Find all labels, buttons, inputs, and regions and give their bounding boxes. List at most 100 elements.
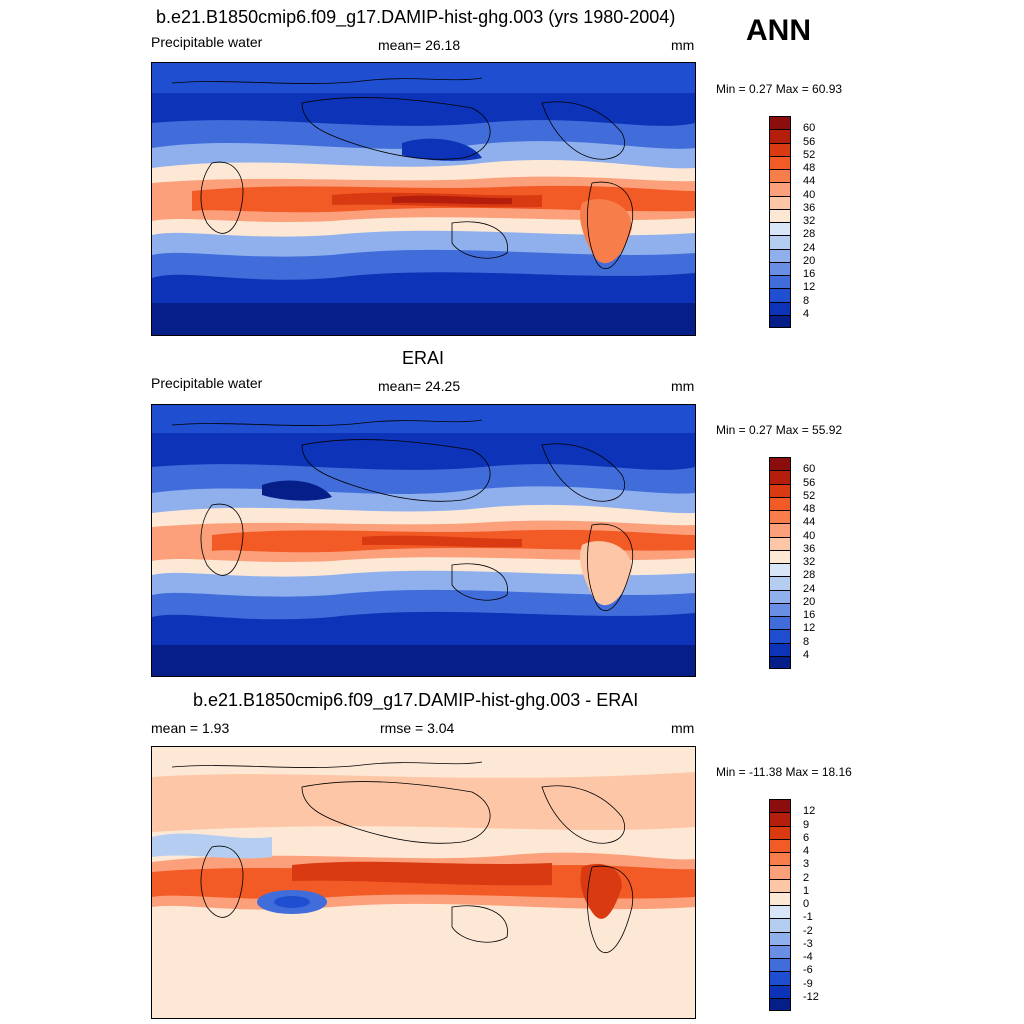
colorbar-swatch (769, 918, 791, 932)
colorbar-tick-label: -2 (803, 924, 813, 937)
colorbar-swatch (769, 971, 791, 985)
colorbar-tick-label: 12 (803, 281, 816, 294)
colorbar-tick-label: 56 (803, 135, 816, 148)
panel3-map (151, 746, 696, 1019)
colorbar-swatch (769, 958, 791, 972)
colorbar-tick-label: 1 (803, 884, 810, 897)
colorbar-swatch (769, 799, 791, 813)
colorbar-swatch (769, 510, 791, 524)
panel3-title: b.e21.B1850cmip6.f09_g17.DAMIP-hist-ghg.… (193, 690, 639, 710)
colorbar-swatch (769, 116, 791, 130)
panel1-variable-label: Precipitable water (151, 34, 263, 50)
colorbar-swatch (769, 865, 791, 879)
colorbar-swatch (769, 878, 791, 892)
panel1-colorbar: 60 56 52 48 44 40 36 32 28 24 20 16 12 8 4 (769, 116, 815, 328)
colorbar-swatch (769, 470, 791, 484)
panel2-variable-label: Precipitable water (151, 375, 263, 391)
colorbar-tick-label: 16 (803, 609, 816, 621)
colorbar-tick-label: -3 (803, 937, 813, 950)
colorbar-tick-label: -6 (803, 964, 813, 977)
colorbar-tick-label: 4 (803, 648, 810, 661)
colorbar-tick-label: 48 (803, 162, 816, 174)
colorbar-tick-label: 60 (803, 122, 816, 135)
colorbar-swatch (769, 195, 791, 209)
colorbar-tick-label: 4 (803, 845, 810, 857)
panel3-colorbar: 12 9 6 4 3 2 1 0 -1 -2 -3 -4 -6 -9 -12 (769, 799, 819, 1011)
colorbar-swatch (769, 984, 791, 998)
colorbar-tick-label: 52 (803, 148, 816, 161)
colorbar-tick-label: 20 (803, 595, 816, 608)
colorbar-swatch (769, 602, 791, 616)
colorbar-swatch (769, 589, 791, 603)
colorbar-swatch (769, 838, 791, 852)
colorbar-tick-label: 40 (803, 529, 816, 542)
colorbar-tick-label: 2 (803, 871, 810, 884)
panel2-colorbar: 60 56 52 48 44 40 36 32 28 24 20 16 12 8 4 (769, 457, 815, 669)
panel2-units-label: mm (671, 378, 695, 394)
panel1-units-label: mm (671, 37, 695, 53)
panel3-mean-label: mean = 1.93 (151, 720, 230, 736)
colorbar-swatch (769, 457, 791, 471)
colorbar-swatch (769, 549, 791, 563)
panel3-units-label: mm (671, 720, 695, 736)
colorbar-tick-label: 44 (803, 516, 816, 529)
panel1-mean-label: mean= 26.18 (378, 37, 461, 53)
colorbar-swatch (769, 523, 791, 537)
panel1-map (151, 62, 696, 336)
colorbar-swatch (769, 248, 791, 262)
colorbar-swatch (769, 536, 791, 550)
colorbar-swatch (769, 944, 791, 958)
colorbar-swatch (769, 616, 791, 630)
panel3-map-field (152, 747, 695, 1018)
colorbar-tick-label: 9 (803, 818, 810, 831)
colorbar-swatch (769, 629, 791, 643)
colorbar-tick-label: 3 (803, 858, 810, 871)
colorbar-tick-label: 8 (803, 294, 810, 307)
colorbar-tick-label: -9 (803, 977, 813, 990)
colorbar-tick-label: 56 (803, 476, 816, 489)
colorbar-tick-label: 12 (803, 622, 816, 635)
figure-title: b.e21.B1850cmip6.f09_g17.DAMIP-hist-ghg.… (156, 7, 676, 27)
season-label: ANN (746, 14, 811, 47)
colorbar-swatch (769, 314, 791, 328)
colorbar-swatch (769, 496, 791, 510)
colorbar-tick-label: 52 (803, 489, 816, 502)
colorbar-tick-label: 16 (803, 268, 816, 280)
colorbar-swatch (769, 169, 791, 183)
colorbar-swatch (769, 655, 791, 669)
colorbar-tick-label: -12 (803, 990, 819, 1003)
colorbar-tick-label: 4 (803, 307, 810, 320)
colorbar-swatch (769, 891, 791, 905)
colorbar-tick-label: 32 (803, 215, 816, 227)
colorbar-swatch (769, 288, 791, 302)
panel2-minmax: Min = 0.27 Max = 55.92 (716, 423, 843, 437)
colorbar-tick-label: 24 (803, 241, 816, 254)
colorbar-tick-label: 0 (803, 898, 810, 910)
colorbar-swatch (769, 261, 791, 275)
colorbar-swatch (769, 483, 791, 497)
colorbar-swatch (769, 642, 791, 656)
colorbar-tick-label: 36 (803, 201, 816, 214)
panel1-minmax: Min = 0.27 Max = 60.93 (716, 82, 843, 96)
colorbar-tick-label: 8 (803, 635, 810, 648)
colorbar-swatch (769, 931, 791, 945)
colorbar-swatch (769, 812, 791, 826)
colorbar-swatch (769, 275, 791, 289)
colorbar-tick-label: 6 (803, 831, 810, 844)
panel3-rmse-label: rmse = 3.04 (380, 720, 455, 736)
colorbar-swatch (769, 301, 791, 315)
colorbar-tick-label: 40 (803, 188, 816, 201)
colorbar-swatch (769, 155, 791, 169)
colorbar-swatch (769, 563, 791, 577)
colorbar-tick-label: -1 (803, 911, 813, 924)
colorbar-swatch (769, 208, 791, 222)
panel2-map (151, 404, 696, 677)
colorbar-tick-label: 32 (803, 556, 816, 568)
colorbar-tick-label: 28 (803, 228, 816, 241)
colorbar-tick-label: 28 (803, 569, 816, 582)
colorbar-tick-label: 48 (803, 503, 816, 515)
panel2-title: ERAI (402, 348, 445, 368)
colorbar-tick-label: 24 (803, 582, 816, 595)
colorbar-swatch (769, 222, 791, 236)
panel2-mean-label: mean= 24.25 (378, 378, 461, 394)
